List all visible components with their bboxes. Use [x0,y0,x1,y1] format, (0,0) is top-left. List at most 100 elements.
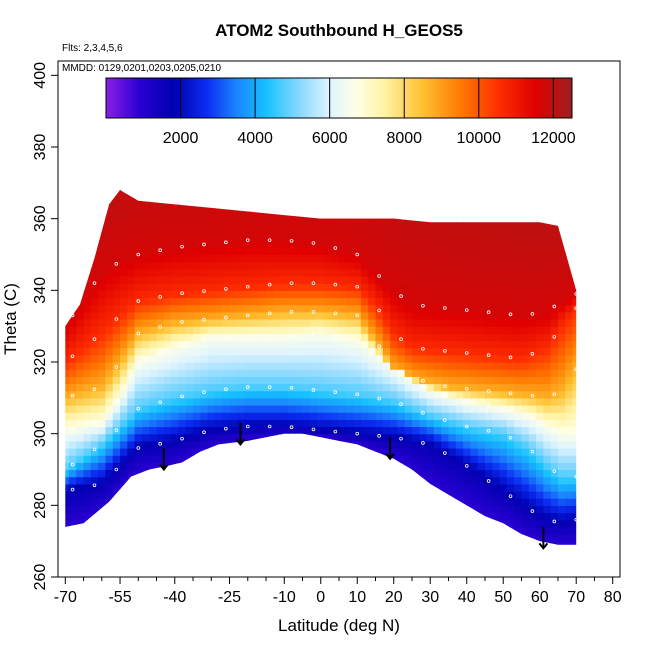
heatmap-cell [514,319,523,327]
heatmap-cell [105,548,113,556]
heatmap-cell [156,204,165,213]
heatmap-cell [404,233,413,241]
heatmap-cell [506,455,515,463]
heatmap-cell [98,176,106,184]
heatmap-cell [229,190,238,191]
heatmap-cell [65,268,70,277]
heatmap-cell [200,197,209,205]
heatmap-cell [287,290,296,299]
heatmap-cell [441,197,450,205]
heatmap-cell [448,491,457,499]
heatmap-cell [280,440,289,449]
heatmap-cell [178,526,187,535]
sample-point [355,392,360,397]
heatmap-cell [98,190,107,198]
heatmap-cell [149,254,158,263]
heatmap-cell [528,362,537,370]
heatmap-cell [214,283,223,291]
heatmap-cell [127,419,136,428]
heatmap-cell [492,476,501,485]
heatmap-cell [470,304,479,313]
x-axis-label: Latitude (deg N) [278,616,400,635]
heatmap-cell [178,369,187,377]
heatmap-cell [506,469,515,478]
heatmap-cell [76,190,85,198]
sample-point [92,387,97,392]
heatmap-cell [492,254,501,263]
y-tick-label: 300 [32,420,49,447]
heatmap-cell [433,225,442,234]
heatmap-cell [368,326,377,334]
heatmap-cell [331,261,340,270]
sample-point [464,464,469,468]
heatmap-cell [426,197,435,205]
heatmap-cell [521,526,530,535]
heatmap-cell [404,225,413,234]
heatmap-cell [382,369,391,377]
heatmap-cell [506,347,515,356]
heatmap-cell [244,204,253,213]
heatmap-cell [266,190,274,191]
heatmap-cell [368,176,376,184]
heatmap-cell [433,369,442,377]
heatmap-cell [339,247,347,256]
heatmap-cell [375,405,384,413]
heatmap-cell [528,326,537,334]
heatmap-cell [266,491,274,499]
heatmap-cell [288,176,296,184]
heatmap-cell [580,283,588,291]
heatmap-cell [324,541,333,545]
heatmap-cell [507,556,515,564]
heatmap-cell [295,526,304,535]
heatmap-cell [200,268,209,277]
heatmap-cell [477,376,486,385]
heatmap-cell [266,534,274,542]
heatmap-cell [477,448,486,456]
heatmap-cell [433,197,442,205]
heatmap-cell [317,233,326,241]
y-axis-label: Theta (C) [1,283,20,355]
heatmap-cell [455,333,464,342]
heatmap-cell [163,276,172,284]
heatmap-cell [200,276,209,284]
heatmap-cell [68,290,77,299]
heatmap-cell [200,304,209,313]
heatmap-cell [302,347,311,356]
heatmap-cell [550,448,559,456]
heatmap-cell [251,383,260,392]
heatmap-cell [390,469,398,478]
heatmap-cell [557,362,566,370]
heatmap-cell [382,433,391,442]
heatmap-cell [492,405,501,413]
heatmap-cell [463,362,471,370]
heatmap-cell [244,491,253,499]
heatmap-cell [280,233,289,241]
heatmap-cell [419,469,428,478]
sample-point [267,311,272,316]
heatmap-cell [273,534,282,542]
heatmap-cell [426,440,435,449]
heatmap-cell [411,491,420,499]
heatmap-cell [448,190,457,191]
heatmap-cell [112,290,121,299]
sample-point [486,479,491,483]
heatmap-cell [134,412,143,420]
heatmap-cell [397,491,406,499]
heatmap-cell [236,247,245,256]
heatmap-cell [317,476,326,485]
heatmap-cell [163,240,172,248]
heatmap-cell [98,268,107,277]
heatmap-cell [499,405,508,413]
heatmap-cell [178,362,187,370]
heatmap-cell [171,405,180,413]
heatmap-cell [266,354,274,363]
heatmap-cell [185,233,194,241]
heatmap-cell [105,376,114,385]
heatmap-cell [193,225,201,234]
heatmap-cell [193,440,201,449]
heatmap-cell [163,326,172,334]
heatmap-cell [397,397,406,406]
heatmap-cell [346,261,355,270]
heatmap-cell [470,276,479,284]
heatmap-cell [426,534,435,542]
